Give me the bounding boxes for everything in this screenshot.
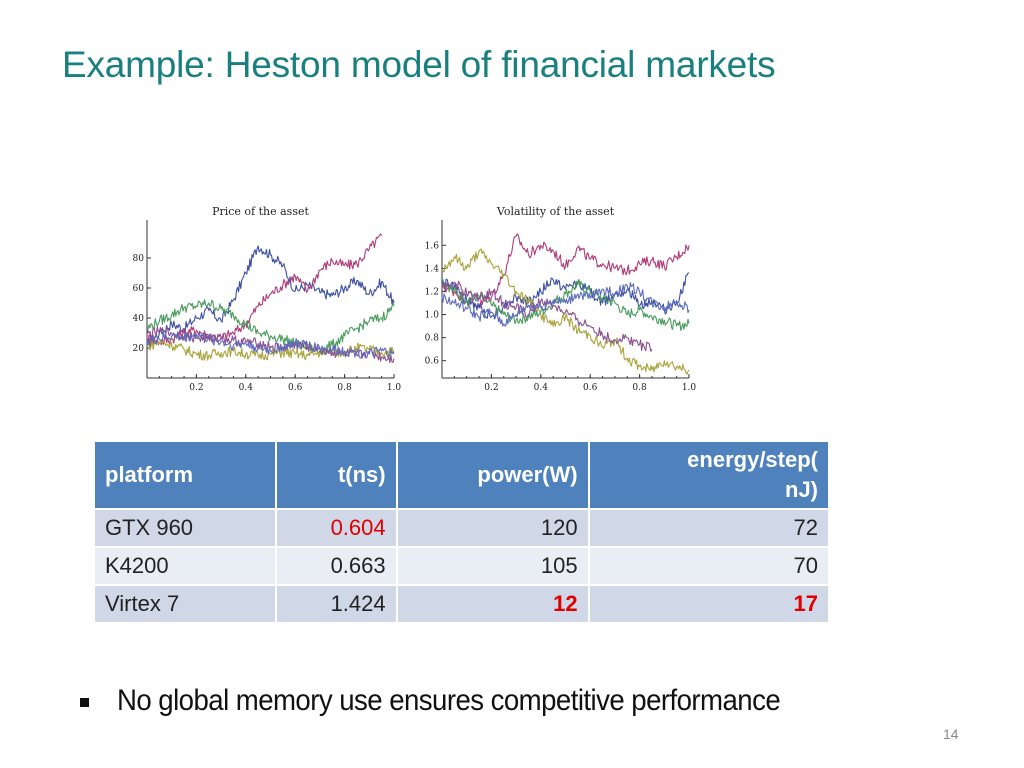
price-chart: Price of the asset 0.2 0.4 0.6 0.8 1.0 20 40 60 8… [125,200,402,400]
cell-energy: 17 [589,586,828,622]
series-line [146,245,395,348]
series-line [441,282,690,327]
page-number: 14 [943,726,959,742]
series-line [441,280,653,352]
y-tick-label: 0.8 [425,334,440,344]
series-line [146,299,395,356]
x-tick-label: 1.0 [682,383,697,393]
series-line [146,326,395,364]
series-line [442,248,690,375]
y-tick-label: 80 [133,254,145,264]
x-tick-label: 0.8 [337,383,352,393]
cell-power: 12 [397,586,588,622]
y-tick-label: 20 [133,344,145,354]
table-row: K4200 0.663 105 70 [95,548,828,584]
header-power: power(W) [397,442,588,508]
x-tick-label: 0.6 [583,383,598,393]
y-tick-label: 1.4 [425,264,440,274]
slide-title: Example: Heston model of financial marke… [62,44,776,85]
cell-time: 0.604 [277,510,396,546]
x-tick-label: 0.2 [484,383,498,393]
cell-power: 120 [397,510,588,546]
header-time: t(ns) [277,442,396,508]
cell-platform: K4200 [95,548,275,584]
bullet-item: No global memory use ensures competitive… [80,684,838,718]
y-tick-label: 1.6 [425,241,440,251]
price-chart-svg: Price of the asset 0.2 0.4 0.6 0.8 1.0 20 40 60 8… [133,205,402,393]
y-tick-label: 0.6 [425,357,440,367]
table-header-row: platform t(ns) power(W) energy/step( nJ) [95,442,828,508]
x-tick-label: 0.8 [632,383,647,393]
cell-power: 105 [397,548,588,584]
series-line [441,272,690,320]
volatility-chart-svg: Volatility of the asset 0.2 0.4 0.6 0.8 1.0 0.… [425,205,697,393]
y-tick-label: 1.2 [425,287,439,297]
y-tick-label: 1.0 [425,311,440,321]
square-bullet-icon [80,697,89,707]
table-row: GTX 960 0.604 120 72 [95,510,828,546]
x-tick-label: 0.2 [189,383,203,393]
x-tick-label: 1.0 [387,383,402,393]
cell-platform: Virtex 7 [95,586,275,622]
cell-time: 1.424 [277,586,396,622]
x-tick-label: 0.4 [239,383,254,393]
volatility-chart: Volatility of the asset 0.2 0.4 0.6 0.8 1.0 0.… [420,200,697,400]
x-tick-label: 0.4 [534,383,549,393]
performance-table: platform t(ns) power(W) energy/step( nJ)… [93,440,830,624]
chart-title: Volatility of the asset [496,205,615,218]
y-tick-label: 40 [133,314,145,324]
table-row: Virtex 7 1.424 12 17 [95,586,828,622]
cell-energy: 72 [589,510,828,546]
cell-energy: 70 [589,548,828,584]
cell-time: 0.663 [277,548,396,584]
header-energy: energy/step( nJ) [589,442,828,508]
chart-title: Price of the asset [212,205,309,218]
cell-platform: GTX 960 [95,510,275,546]
x-tick-label: 0.6 [288,383,303,393]
y-tick-label: 60 [133,284,145,294]
series-line [146,332,395,359]
header-platform: platform [95,442,275,508]
bullet-text: No global memory use ensures competitive… [117,684,781,717]
